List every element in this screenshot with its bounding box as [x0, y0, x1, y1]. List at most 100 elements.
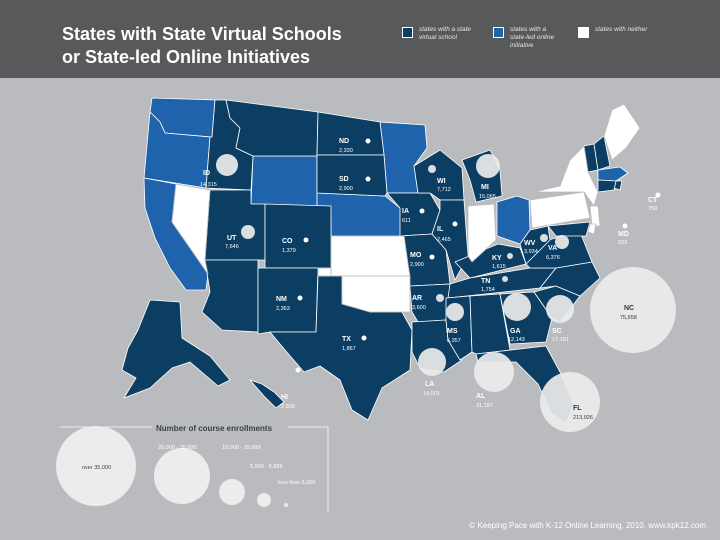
legend-swatch-virtual [402, 27, 413, 38]
label-abbr: MD [618, 231, 629, 238]
state-md [547, 221, 591, 237]
size-legend-title: Number of course enrollments [156, 424, 273, 433]
label-value: 12,143 [508, 337, 525, 343]
legend-label: initiative [510, 42, 534, 49]
size-legend-label: 5,000 - 9,999 [250, 464, 282, 470]
label-value: 75,658 [620, 315, 637, 321]
bubble-ky [507, 253, 513, 259]
legend-label: states with neither [595, 26, 648, 33]
label-value: 213,926 [573, 415, 593, 421]
label-value: 1,754 [481, 287, 495, 293]
label-value: 3,934 [524, 249, 538, 255]
dot-nd [365, 138, 371, 144]
state-nm [257, 267, 319, 335]
label-abbr: ID [203, 170, 210, 177]
label-value: 7,712 [437, 187, 451, 193]
title-line-2: or State-led Online Initiatives [62, 47, 311, 67]
legend-swatch-neither [578, 27, 589, 38]
state-ks [330, 235, 411, 277]
state-in [467, 203, 497, 263]
size-circle-r2 [219, 479, 245, 505]
state-mt [225, 99, 319, 157]
bubble-wi [428, 165, 436, 173]
label-value: 2,500 [281, 404, 295, 410]
size-legend-frame [60, 426, 329, 512]
label-value: 14,001 [423, 391, 440, 397]
label-abbr: CO [282, 238, 293, 245]
state-az [201, 259, 259, 333]
state-ok [317, 267, 411, 313]
label-abbr: MO [410, 252, 422, 259]
legend-virtual-school: states with a state virtual school [402, 26, 471, 42]
dot-tx [361, 335, 367, 341]
label-value: 2,465 [437, 237, 451, 243]
state-de [587, 223, 597, 235]
label-abbr: IL [437, 226, 444, 233]
label-value: 7,646 [225, 244, 239, 250]
state-nj [589, 205, 601, 227]
legend-swatch-state-led [493, 27, 504, 38]
label-abbr: WV [524, 240, 536, 247]
dot-il [452, 221, 458, 227]
size-circle-r1 [154, 448, 210, 504]
state-pa [529, 191, 591, 229]
state-wy [250, 155, 318, 207]
label-abbr: LA [425, 381, 434, 388]
state-nh [593, 135, 611, 171]
label-abbr: MS [447, 328, 458, 335]
enrollment-bubbles [216, 154, 676, 432]
label-abbr: TX [342, 336, 351, 343]
state-co [264, 203, 332, 269]
label-value: 2,900 [339, 186, 353, 192]
label-abbr: CT [648, 197, 658, 204]
label-value: 1,867 [342, 346, 356, 352]
title-line-1: States with State Virtual Schools [62, 24, 342, 44]
legend-neither: states with neither [578, 26, 647, 38]
label-abbr: TN [481, 278, 490, 285]
dot-mo [429, 254, 435, 260]
label-value: 14,315 [200, 182, 217, 188]
label-abbr: SD [339, 176, 349, 183]
label-value: 1,615 [492, 264, 506, 270]
size-legend-label: 10,000 - 19,999 [222, 445, 261, 451]
map-title: States with State Virtual Schools or Sta… [62, 23, 342, 69]
state-ct [597, 179, 617, 193]
size-legend-label: 20,000 - 35,000 [158, 445, 197, 451]
legend-label: virtual school [419, 34, 457, 41]
label-value: 31,187 [476, 403, 493, 409]
state-nv [171, 183, 211, 275]
label-abbr: NM [276, 296, 287, 303]
label-abbr: IA [402, 208, 409, 215]
label-value: 633 [618, 240, 627, 246]
state-hi [249, 379, 285, 409]
label-abbr: AR [412, 295, 422, 302]
bubble-la [418, 348, 446, 376]
label-abbr: WI [437, 178, 446, 185]
state-labels: ID 14,315 ND 2,330 SD 2,900 WI 7,712 MI … [200, 138, 658, 421]
state-ak [121, 299, 231, 399]
dot-nm [297, 295, 303, 301]
legend-label: state-led online [510, 34, 555, 41]
size-circle-r4 [284, 503, 288, 507]
legend-state-led: states with a state-led online initiativ… [493, 26, 554, 50]
label-value: 3,600 [412, 305, 426, 311]
label-abbr: GA [510, 328, 521, 335]
label-value: 611 [402, 218, 411, 224]
state-ar [409, 283, 451, 323]
bubble-sc [546, 295, 574, 323]
size-legend: Number of course enrollments over 35,000… [56, 424, 329, 512]
size-legend-label: less than 5,000 [278, 480, 315, 486]
small-dots [295, 138, 661, 373]
copyright-footer: © Keeping Pace with K-12 Online Learning… [469, 521, 706, 530]
label-abbr: HI [281, 394, 288, 401]
label-value: 750 [648, 206, 657, 212]
label-abbr: KY [492, 255, 502, 262]
bubble-ms [446, 303, 464, 321]
header-bar: States with State Virtual Schools or Sta… [0, 0, 720, 78]
dot-co [303, 237, 309, 243]
bubble-nc [590, 267, 676, 353]
bubble-fl [540, 372, 600, 432]
label-abbr: AL [476, 393, 486, 400]
bubble-mi [476, 154, 500, 178]
